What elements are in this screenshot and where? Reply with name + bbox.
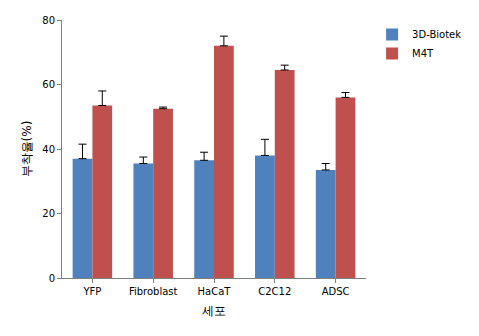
svg-text:ADSC: ADSC bbox=[322, 286, 350, 297]
svg-text:YFP: YFP bbox=[82, 286, 101, 297]
svg-text:Fibroblast: Fibroblast bbox=[129, 286, 178, 297]
svg-text:C2C12: C2C12 bbox=[258, 286, 291, 297]
svg-text:3D-Biotek: 3D-Biotek bbox=[412, 29, 461, 40]
svg-text:0: 0 bbox=[49, 273, 55, 284]
svg-text:부착율(%): 부착율(%) bbox=[20, 121, 34, 178]
svg-text:40: 40 bbox=[42, 144, 55, 155]
svg-text:80: 80 bbox=[42, 15, 55, 26]
svg-text:60: 60 bbox=[42, 79, 55, 90]
svg-text:세포: 세포 bbox=[202, 304, 226, 318]
svg-text:M4T: M4T bbox=[412, 48, 434, 59]
svg-text:20: 20 bbox=[42, 208, 55, 219]
svg-text:HaCaT: HaCaT bbox=[198, 286, 232, 297]
